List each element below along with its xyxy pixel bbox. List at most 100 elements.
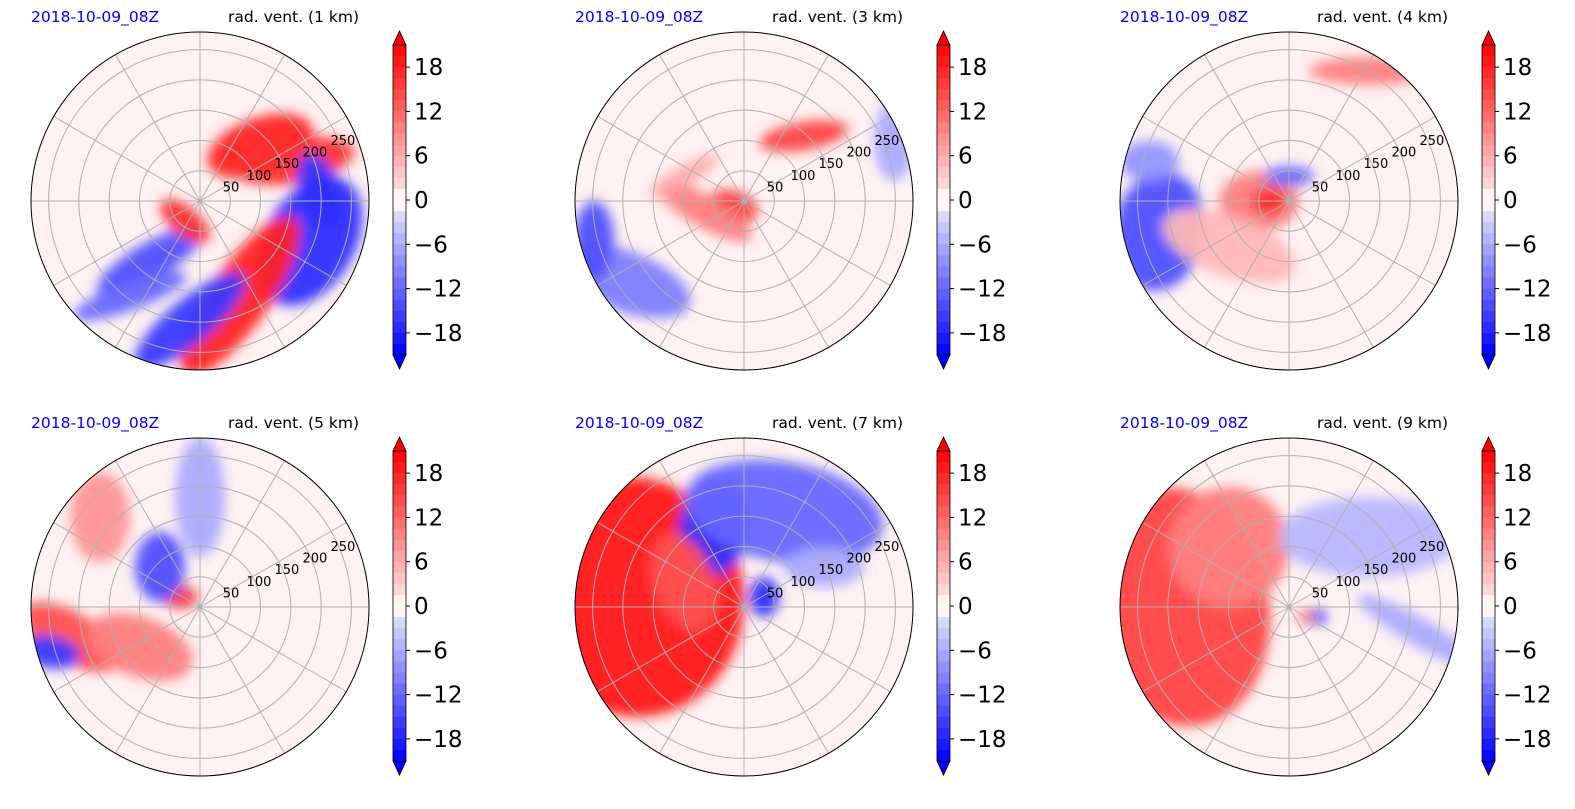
colorbar-segment — [937, 561, 950, 574]
colorbar-segment — [937, 67, 950, 79]
colorbar-segment — [393, 310, 406, 323]
panel-timestamp: 2018-10-09_08Z — [31, 414, 160, 432]
grid-spoke — [1142, 522, 1290, 608]
colorbar-segment — [1482, 45, 1495, 57]
colorbar-segment — [1482, 56, 1495, 68]
grid-spoke — [199, 116, 347, 202]
colorbar-segment — [1482, 650, 1495, 662]
colorbar-segment — [1482, 266, 1495, 279]
colorbar-tick-label: −18 — [414, 321, 463, 347]
colorbar-segment — [937, 100, 950, 113]
colorbar: 18 12 6 0 −6 −12 −18 — [392, 30, 463, 370]
polar-frame — [1119, 31, 1459, 371]
colorbar-tick-label: 18 — [414, 55, 443, 81]
grid-spoke — [199, 460, 285, 608]
colorbar-segment — [937, 200, 950, 212]
field-blob — [1309, 57, 1429, 85]
radial-tick-label: 150 — [275, 563, 300, 578]
colorbar-segment — [1482, 550, 1495, 563]
colorbar-segment — [393, 166, 406, 179]
colorbar: 18 12 6 0 −6 −12 −18 — [1481, 436, 1552, 776]
colorbar-tick-label: 12 — [1503, 505, 1532, 531]
grid-spoke — [743, 460, 829, 608]
panel-3km: 2018-10-09_08Z rad. vent. (3 km) 50 100 15… — [544, 0, 1064, 400]
colorbar-tick-label: −12 — [958, 277, 1007, 303]
colorbar-segment — [1482, 277, 1495, 290]
grid-spoke — [199, 522, 347, 608]
radial-tick-label: 200 — [1392, 146, 1417, 161]
colorbar-segment — [937, 155, 950, 168]
colorbar-tick-label: −18 — [1503, 727, 1552, 753]
colorbar-segment — [937, 122, 950, 135]
field-blob — [97, 227, 203, 295]
colorbar-segment — [1482, 89, 1495, 101]
colorbar-segment — [1482, 462, 1495, 474]
colorbar-segment — [393, 683, 406, 696]
colorbar-segment — [393, 661, 406, 674]
colorbar-segment — [937, 188, 950, 201]
radial-tick-label: 200 — [303, 146, 328, 161]
grid-spoke — [53, 116, 201, 202]
colorbar-extend-max — [392, 30, 407, 46]
panel-1km: 2018-10-09_08Z rad. vent. (1 km) 50 100 15… — [0, 0, 520, 400]
colorbar-segment — [937, 111, 950, 124]
colorbar-segment — [1482, 255, 1495, 268]
polar-frame — [30, 437, 370, 777]
panel-title: rad. vent. (7 km) — [772, 414, 903, 432]
radial-tick-label: 150 — [819, 563, 844, 578]
colorbar-segment — [937, 539, 950, 552]
polar-frame — [30, 31, 370, 371]
grid-spoke — [1288, 116, 1436, 202]
colorbar-segment — [937, 650, 950, 662]
colorbar-tick-label: 0 — [414, 594, 429, 620]
radial-tick-label: 100 — [247, 169, 272, 184]
colorbar-segment — [393, 266, 406, 279]
colorbar-tick-label: −18 — [958, 727, 1007, 753]
radial-tick-label: 50 — [1312, 180, 1329, 195]
colorbar-segment — [393, 288, 406, 301]
colorbar-segment — [393, 617, 406, 629]
colorbar-segment — [937, 617, 950, 629]
colorbar-segment — [393, 672, 406, 685]
colorbar-extend-max — [936, 30, 951, 46]
field-blob — [135, 532, 185, 602]
radial-tick-label: 50 — [223, 180, 240, 195]
colorbar-tick-label: 12 — [414, 99, 443, 125]
radial-tick-label: 250 — [330, 134, 355, 149]
colorbar-segment — [1482, 473, 1495, 485]
radial-tick-label: 250 — [1419, 540, 1444, 555]
colorbar: 18 12 6 0 −6 −12 −18 — [392, 436, 463, 776]
colorbar-tick-label: −12 — [414, 683, 463, 709]
field-blob — [87, 613, 193, 681]
radial-tick-label: 100 — [791, 169, 816, 184]
colorbar-tick-label: −6 — [1503, 638, 1537, 664]
grid-spoke — [1288, 460, 1374, 608]
field-blob — [759, 120, 849, 152]
radial-tick-label: 50 — [767, 586, 784, 601]
colorbar-tick-label: −6 — [414, 638, 448, 664]
grid-spoke — [743, 606, 829, 754]
colorbar-segment — [937, 451, 950, 463]
colorbar-segment — [1482, 122, 1495, 135]
colorbar-tick-label: 6 — [1503, 550, 1518, 576]
colorbar-segment — [393, 550, 406, 563]
colorbar-segment — [393, 200, 406, 212]
colorbar-segment — [393, 583, 406, 596]
colorbar-segment — [937, 211, 950, 223]
radial-tick-label: 200 — [847, 146, 872, 161]
colorbar-tick-label: −6 — [958, 638, 992, 664]
radial-tick-label: 150 — [1364, 157, 1389, 172]
colorbar-segment — [1482, 606, 1495, 618]
colorbar-extend-min — [392, 354, 407, 370]
radial-tick-label: 100 — [791, 575, 816, 590]
colorbar: 18 12 6 0 −6 −12 −18 — [936, 436, 1007, 776]
colorbar-segment — [1482, 594, 1495, 607]
colorbar-segment — [937, 288, 950, 301]
colorbar-segment — [393, 321, 406, 334]
colorbar-segment — [393, 628, 406, 640]
polar-frame — [1119, 437, 1459, 777]
colorbar-segment — [1482, 222, 1495, 234]
colorbar-segment — [1482, 233, 1495, 245]
